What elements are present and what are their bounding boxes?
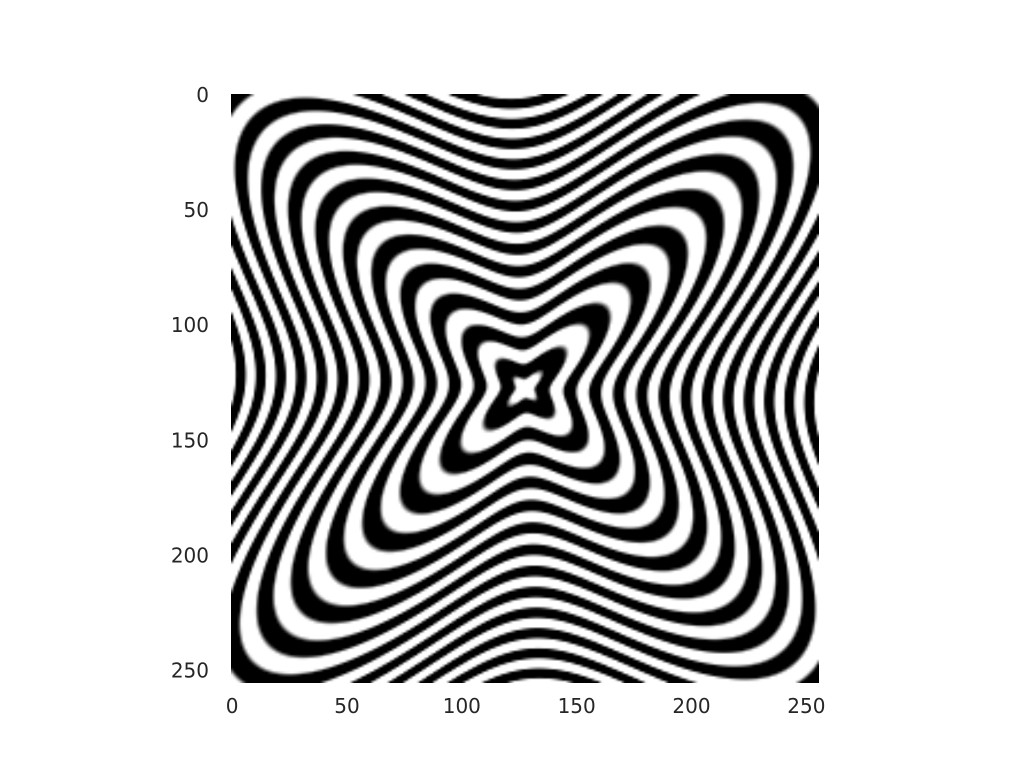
x-tick-label-0: 0 <box>226 694 239 718</box>
x-tick-label-250: 250 <box>787 694 825 718</box>
y-tick-label-200: 200 <box>171 543 209 567</box>
y-tick-label-250: 250 <box>171 658 209 682</box>
y-tick-label-0: 0 <box>196 83 209 107</box>
y-tick-label-50: 50 <box>184 198 209 222</box>
y-tick-label-100: 100 <box>171 313 209 337</box>
y-axis-ticks: 0 50 100 150 200 250 <box>171 83 209 682</box>
x-tick-label-100: 100 <box>443 694 481 718</box>
x-tick-label-50: 50 <box>334 694 359 718</box>
x-tick-label-150: 150 <box>558 694 596 718</box>
x-tick-label-200: 200 <box>672 694 710 718</box>
heatmap-image <box>231 94 819 683</box>
y-tick-label-150: 150 <box>171 428 209 452</box>
x-axis-ticks: 0 50 100 150 200 250 <box>226 694 826 718</box>
